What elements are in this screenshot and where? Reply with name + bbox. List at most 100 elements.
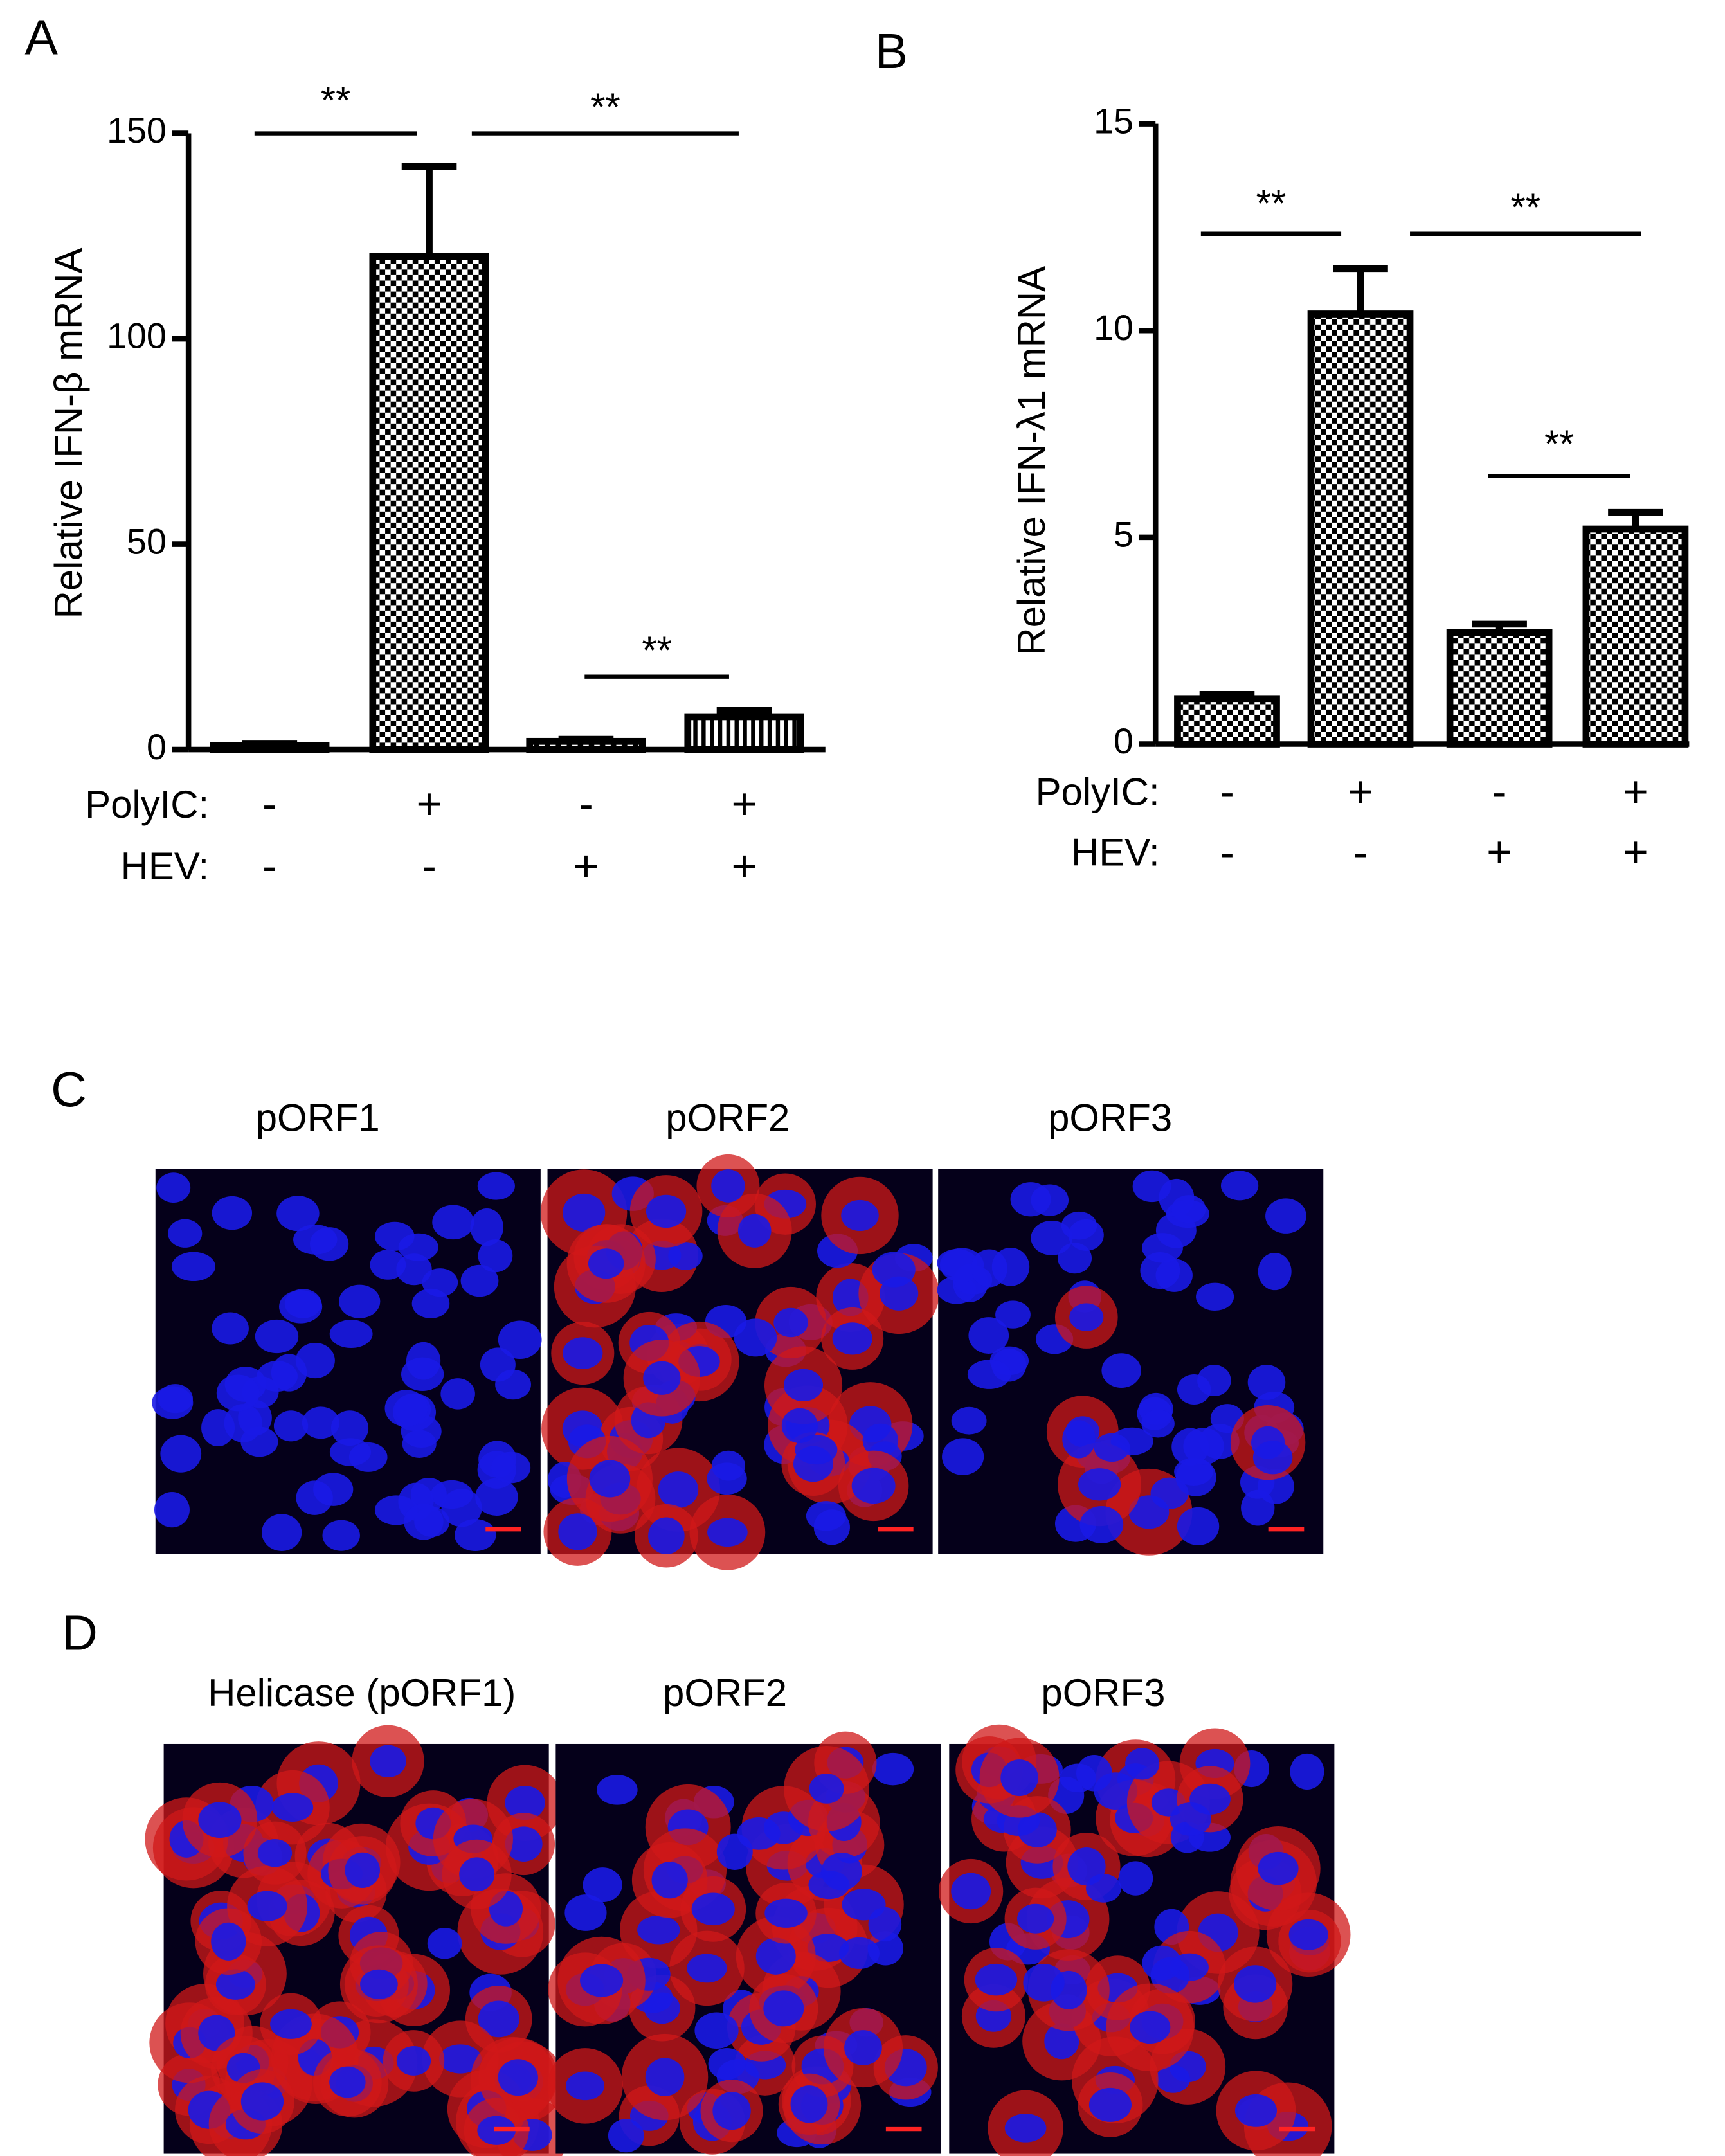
nucleus: [708, 2047, 746, 2080]
nucleus: [271, 1793, 314, 1822]
nucleus: [1265, 1198, 1306, 1234]
nucleus: [257, 1361, 298, 1392]
nucleus: [329, 1320, 373, 1349]
nucleus: [694, 2012, 739, 2049]
nucleus: [1247, 1365, 1286, 1400]
y-tick-label: 15: [1094, 101, 1133, 141]
condition-level: +: [1486, 827, 1512, 877]
nucleus: [505, 1786, 545, 1820]
nucleus: [975, 1963, 1018, 1996]
nucleus: [398, 1233, 438, 1261]
nucleus: [942, 1438, 984, 1475]
condition-level: -: [1353, 827, 1368, 877]
nucleus: [1086, 1874, 1121, 1903]
nucleus: [737, 1214, 772, 1248]
nucleus: [589, 1460, 631, 1498]
nucleus: [270, 2009, 312, 2039]
nucleus: [212, 1312, 249, 1345]
nucleus: [470, 1208, 503, 1246]
cells: [540, 1154, 939, 1570]
condition-name: HEV:: [121, 845, 210, 888]
condition-level: +: [732, 779, 757, 829]
nucleus: [668, 1242, 703, 1270]
nucleus: [1044, 2023, 1079, 2060]
condition-level: -: [579, 779, 593, 829]
nucleus: [687, 1954, 727, 1983]
nucleus: [1290, 1753, 1324, 1790]
nucleus: [404, 1504, 444, 1540]
nucleus: [402, 1430, 437, 1458]
nucleus: [396, 2046, 431, 2076]
nucleus: [1023, 1964, 1065, 2002]
nucleus: [868, 1907, 902, 1942]
nucleus: [1017, 1903, 1054, 1934]
nucleus: [370, 1745, 406, 1777]
nucleus: [1076, 1755, 1112, 1792]
bar: [1307, 310, 1414, 748]
nucleus: [276, 1196, 320, 1232]
nucleus: [215, 1969, 255, 2000]
nucleus: [1170, 1802, 1211, 1836]
nucleus: [247, 1891, 287, 1921]
nucleus: [608, 2119, 644, 2153]
nucleus: [558, 1513, 597, 1550]
nucleus: [951, 1406, 987, 1435]
nucleus: [257, 1839, 293, 1867]
cells: [939, 1724, 1351, 2156]
nucleus: [583, 1867, 622, 1903]
condition-level: -: [1492, 767, 1507, 816]
condition-level: -: [1220, 827, 1234, 877]
cells: [937, 1170, 1306, 1556]
nucleus: [995, 1300, 1031, 1329]
nucleus: [734, 1318, 777, 1357]
nucleus: [707, 1462, 747, 1495]
nucleus: [198, 1802, 242, 1838]
nucleus: [832, 1322, 872, 1355]
condition-level: -: [422, 841, 437, 890]
nucleus: [1130, 2011, 1171, 2044]
nucleus: [1258, 1253, 1292, 1291]
nucleus: [755, 1937, 796, 1975]
nucleus: [1094, 1433, 1130, 1462]
nucleus: [851, 1468, 896, 1504]
nucleus: [1171, 1195, 1206, 1223]
nucleus: [168, 1219, 203, 1248]
condition-level: +: [1623, 827, 1648, 877]
cells: [152, 1172, 542, 1552]
nucleus: [160, 1435, 202, 1473]
bar: [369, 253, 489, 753]
bar: [684, 713, 804, 753]
nucleus: [1142, 1945, 1182, 1981]
image-title: pORF3: [1041, 1671, 1165, 1714]
nucleus: [968, 1317, 1009, 1354]
y-tick-label: 150: [107, 111, 167, 150]
nucleus: [1004, 2114, 1047, 2143]
nucleus: [646, 1194, 687, 1228]
nucleus: [262, 1514, 302, 1551]
y-axis-label: Relative IFN-λ1 mRNA: [1010, 266, 1053, 656]
nucleus: [563, 1337, 603, 1369]
significance-label: **: [642, 629, 672, 672]
nucleus: [491, 1451, 531, 1484]
nucleus: [795, 1435, 838, 1465]
nucleus: [658, 1471, 699, 1508]
nucleus: [807, 1934, 849, 1962]
nucleus: [279, 1289, 323, 1324]
nucleus: [1220, 1171, 1259, 1201]
condition-level: -: [1220, 767, 1234, 816]
nucleus: [339, 1284, 381, 1318]
nucleus: [645, 2058, 685, 2096]
nucleus: [1141, 1409, 1175, 1438]
nucleus: [773, 1307, 808, 1338]
nucleus: [1234, 1965, 1277, 2003]
nucleus: [455, 1519, 496, 1552]
nucleus: [1079, 1506, 1124, 1543]
y-tick-label: 100: [107, 316, 167, 356]
nucleus: [1156, 2065, 1190, 2093]
nucleus: [156, 1172, 191, 1203]
nucleus: [580, 1964, 624, 1997]
nucleus: [691, 1892, 735, 1926]
nucleus: [781, 1408, 818, 1444]
nucleus: [566, 2071, 604, 2101]
